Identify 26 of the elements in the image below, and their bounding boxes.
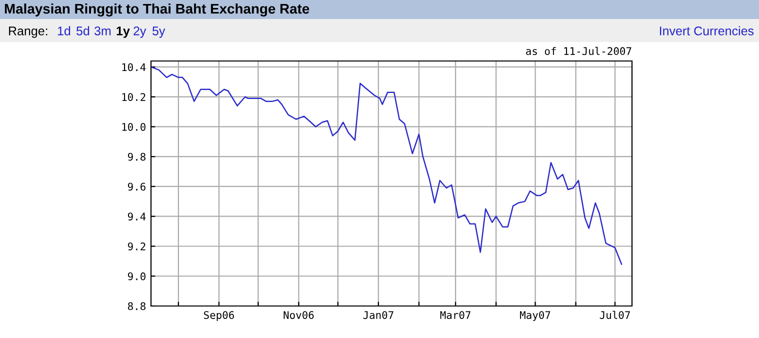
text: 2y bbox=[134, 26, 146, 38]
x-tick-label: Nov06 bbox=[284, 311, 314, 319]
text: 5d bbox=[76, 26, 90, 36]
y-tick-label: 9.8 bbox=[128, 152, 146, 161]
y-tick-label: 9.6 bbox=[128, 182, 146, 191]
x-tick-label: Jul07 bbox=[600, 310, 630, 319]
chart-title: Malaysian Ringgit to Thai Baht Exchange Rate bbox=[4, 3, 310, 17]
text: 3m bbox=[94, 26, 111, 36]
x-tick-label: May07 bbox=[520, 311, 550, 321]
text: as of 11-Jul-2007 bbox=[526, 46, 632, 56]
text: 1y bbox=[116, 26, 130, 38]
text: Range: bbox=[9, 26, 48, 38]
x-tick-label: Sep06 bbox=[204, 311, 234, 321]
y-tick-label: 10.2 bbox=[122, 93, 146, 101]
y-tick-label: 8.8 bbox=[128, 302, 146, 310]
y-tick-label: 10.0 bbox=[122, 122, 146, 131]
text: 1d bbox=[58, 26, 70, 36]
y-tick-label: 9.4 bbox=[128, 212, 146, 220]
line-series bbox=[151, 66, 622, 265]
text: 5y bbox=[152, 26, 166, 38]
y-tick-label: 9.0 bbox=[128, 272, 146, 280]
text: Invert Currencies bbox=[660, 26, 754, 36]
y-tick-label: 9.2 bbox=[128, 242, 146, 250]
y-tick-label: 10.4 bbox=[122, 63, 146, 72]
x-tick-label: Mar07 bbox=[440, 311, 470, 319]
x-tick-label: Jan07 bbox=[363, 311, 394, 319]
